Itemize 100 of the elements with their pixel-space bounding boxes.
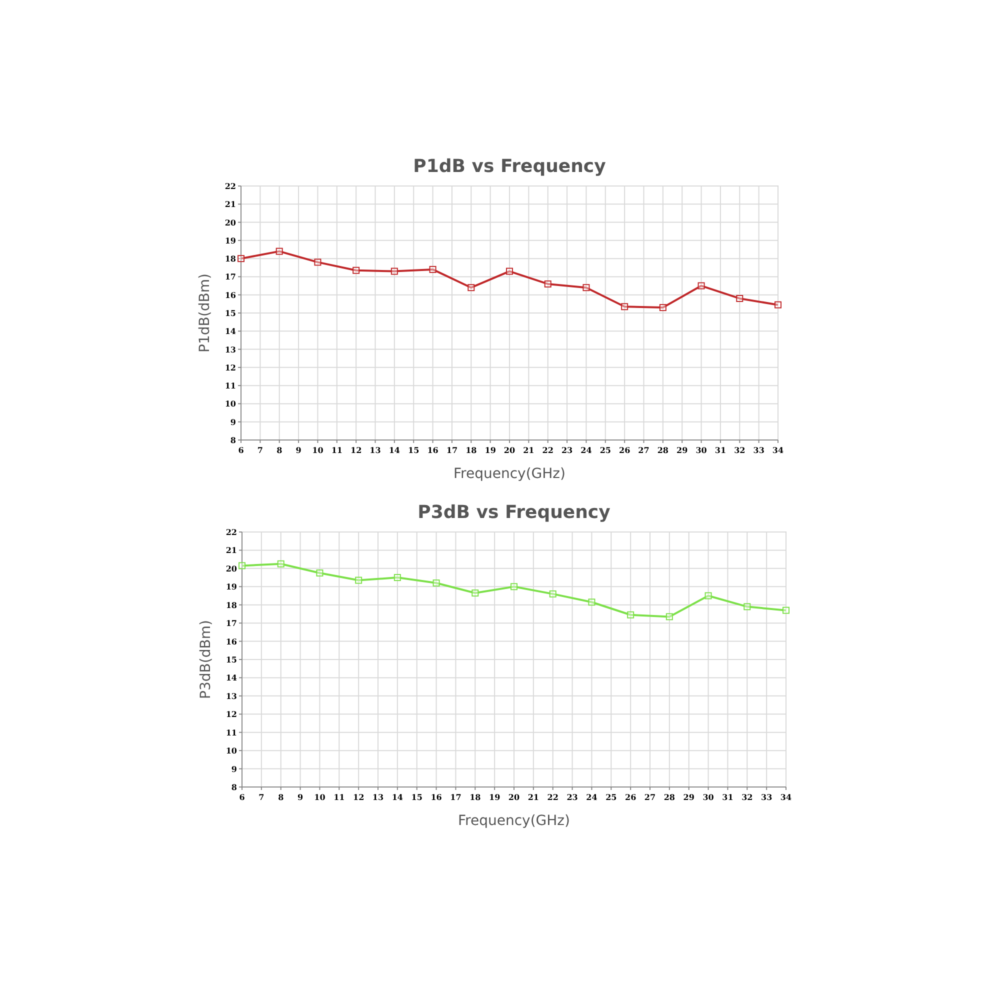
y-tick-label: 8 bbox=[231, 782, 238, 792]
point bbox=[390, 268, 398, 275]
y-tick-label: 9 bbox=[231, 764, 238, 774]
x-tick-label: 30 bbox=[696, 445, 708, 455]
y-tick-label: 16 bbox=[226, 636, 238, 646]
point bbox=[588, 598, 596, 606]
point bbox=[355, 576, 362, 584]
x-tick-label: 18 bbox=[470, 792, 482, 802]
x-tick-label: 24 bbox=[580, 445, 592, 455]
x-tick-label: 15 bbox=[411, 792, 422, 802]
y-tick-label: 19 bbox=[226, 582, 238, 592]
x-tick-label: 15 bbox=[408, 445, 420, 455]
y-tick-label: 20 bbox=[224, 217, 236, 228]
x-tick-label: 23 bbox=[561, 445, 574, 455]
y-tick-label: 18 bbox=[226, 600, 238, 610]
y-tick-label: 14 bbox=[224, 326, 236, 336]
point bbox=[468, 284, 475, 292]
x-tick-label: 34 bbox=[780, 792, 792, 802]
x-tick-label: 31 bbox=[722, 792, 734, 802]
point bbox=[736, 294, 744, 302]
x-tick-label: 21 bbox=[528, 792, 539, 802]
x-tick-label: 30 bbox=[702, 792, 714, 802]
y-tick-label: 20 bbox=[226, 563, 238, 574]
x-tick-label: 33 bbox=[761, 792, 773, 802]
x-tick-label: 17 bbox=[450, 792, 462, 802]
x-tick-label: 11 bbox=[331, 445, 342, 455]
point bbox=[429, 266, 436, 273]
point bbox=[744, 603, 751, 610]
y-tick-label: 15 bbox=[224, 308, 236, 318]
x-tick-label: 14 bbox=[388, 445, 400, 455]
point bbox=[276, 248, 283, 255]
x-tick-label: 14 bbox=[392, 792, 404, 802]
x-tick-label: 13 bbox=[370, 445, 382, 455]
y-tick-label: 18 bbox=[224, 254, 236, 264]
point bbox=[666, 613, 673, 620]
y-tick-label: 22 bbox=[224, 181, 236, 191]
x-tick-label: 22 bbox=[542, 445, 554, 455]
x-tick-label: 7 bbox=[257, 445, 263, 455]
point bbox=[549, 590, 556, 598]
x-tick-label: 13 bbox=[372, 792, 384, 802]
point bbox=[432, 580, 440, 586]
x-tick-label: 6 bbox=[238, 445, 244, 455]
x-tick-label: 32 bbox=[734, 445, 746, 455]
point bbox=[238, 255, 244, 262]
y-tick-label: 17 bbox=[226, 618, 237, 628]
x-tick-label: 23 bbox=[566, 792, 578, 802]
y-tick-label: 21 bbox=[224, 199, 236, 210]
y-tick-label: 10 bbox=[224, 398, 236, 409]
y-tick-label: 13 bbox=[224, 344, 236, 354]
x-tick-label: 22 bbox=[547, 792, 558, 802]
x-tick-label: 20 bbox=[504, 445, 516, 455]
point bbox=[316, 569, 324, 576]
y-tick-label: 15 bbox=[226, 654, 237, 664]
x-tick-label: 27 bbox=[638, 445, 650, 455]
point bbox=[704, 592, 712, 600]
x-tick-label: 10 bbox=[314, 792, 326, 802]
y-tick-label: 11 bbox=[226, 727, 237, 738]
x-tick-label: 12 bbox=[350, 445, 362, 455]
x-tick-label: 34 bbox=[772, 445, 784, 455]
y-tick-label: 9 bbox=[230, 416, 236, 427]
y-tick-label: 22 bbox=[226, 527, 237, 537]
x-axis-title: Frequency(GHz) bbox=[458, 813, 570, 829]
x-tick-label: 28 bbox=[664, 792, 676, 802]
x-tick-label: 26 bbox=[625, 792, 637, 802]
point bbox=[277, 560, 284, 568]
y-tick-label: 10 bbox=[226, 746, 238, 756]
x-tick-label: 19 bbox=[489, 792, 501, 802]
y-axis-title: P3dB(dBm) bbox=[198, 620, 214, 699]
x-tick-label: 26 bbox=[619, 445, 631, 455]
x-tick-label: 29 bbox=[683, 792, 695, 802]
y-tick-label: 14 bbox=[226, 672, 238, 683]
chart-title: P3dB vs Frequency bbox=[418, 502, 611, 523]
x-tick-label: 8 bbox=[278, 792, 284, 802]
x-tick-label: 11 bbox=[334, 792, 345, 802]
x-tick-label: 10 bbox=[312, 445, 324, 455]
x-tick-label: 18 bbox=[466, 445, 478, 455]
x-tick-label: 29 bbox=[676, 445, 688, 455]
x-tick-label: 21 bbox=[523, 445, 534, 455]
y-tick-label: 17 bbox=[224, 272, 236, 282]
point bbox=[659, 304, 666, 312]
x-tick-label: 20 bbox=[508, 792, 520, 802]
y-tick-label: 8 bbox=[230, 435, 236, 445]
point bbox=[472, 590, 479, 597]
point bbox=[544, 280, 552, 288]
x-tick-label: 16 bbox=[430, 792, 442, 802]
x-tick-label: 17 bbox=[446, 445, 458, 455]
y-tick-label: 12 bbox=[224, 362, 236, 372]
point bbox=[394, 574, 401, 582]
y-tick-label: 21 bbox=[226, 545, 237, 556]
y-axis-title: P1dB(dBm) bbox=[197, 274, 213, 352]
y-tick-label: 19 bbox=[224, 235, 236, 246]
x-tick-label: 28 bbox=[657, 445, 669, 455]
x-tick-label: 24 bbox=[586, 792, 598, 802]
y-tick-label: 11 bbox=[224, 380, 236, 391]
x-tick-label: 6 bbox=[239, 792, 246, 802]
x-tick-label: 16 bbox=[427, 445, 439, 455]
x-tick-label: 12 bbox=[353, 792, 364, 802]
point bbox=[627, 611, 634, 618]
point bbox=[782, 606, 790, 614]
point bbox=[238, 562, 246, 570]
